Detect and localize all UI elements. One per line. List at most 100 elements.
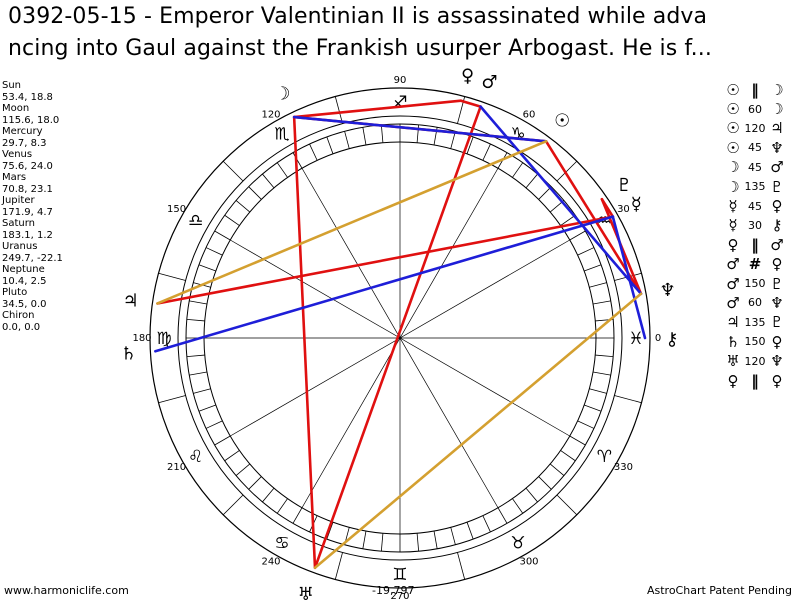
sign-boundary [556,160,578,182]
aspect-planet-1: ♂ [726,293,740,312]
planet-name-pluto: Pluto [2,287,28,298]
planet-neptune-icon: ♆ [659,280,675,301]
aspect-kind: 135 [744,180,766,194]
sign-boundary [334,552,343,580]
aspect-kind: 150 [744,335,766,349]
sign-boundary [556,494,578,516]
planet-mars-icon: ♂ [481,72,497,93]
aspect-planet-1: ♀ [727,371,739,390]
aspect-row: ♅ 120 ♆ [724,351,800,370]
aspect-row: ☉ ‖ ☽ [724,80,800,99]
aspect-planet-1: ☉ [726,138,740,157]
degree-tick [214,230,231,241]
aspect-line [313,292,643,570]
house-spoke [230,239,570,437]
aspect-planet-2: ♀ [771,371,783,390]
aspect-row: ☉ 45 ♆ [724,138,800,157]
planet-pos-jupiter: 171.9, 4.7 [2,206,53,218]
planet-name-uranus: Uranus [2,241,38,252]
aspect-row: ♃ 135 ♇ [724,313,800,332]
aspect-row: ♂ 150 ♇ [724,274,800,293]
planet-name-mercury: Mercury [2,126,43,137]
degree-tick [186,318,205,322]
degree-tick [589,282,607,288]
planet-name-moon: Moon [2,103,30,114]
planet-mercury-icon: ☿ [631,194,642,215]
zodiac-virgo-icon: ♍ [156,329,171,349]
degree-tick [193,388,211,394]
degree-tick [560,450,576,462]
degree-tick [595,354,614,358]
degree-tick [262,487,275,503]
aspect-planet-2: ♀ [771,197,783,216]
planet-pos-venus: 75.6, 24.0 [2,160,53,172]
aspect-planet-1: ☽ [726,177,740,196]
aspect-kind: 45 [748,141,762,155]
degree-label: 300 [519,556,538,567]
aspect-row: ♀ ‖ ♀ [724,371,800,390]
degree-label: 270 [390,591,409,600]
planet-moon-icon: ☽ [274,84,290,105]
degree-tick [380,124,384,143]
degree-tick [362,127,367,146]
aspect-line [611,215,647,340]
planet-sun-icon: ☉ [554,111,570,132]
planet-chiron-icon: ⚷ [665,329,678,350]
aspect-planet-1: ♃ [726,313,740,332]
aspect-row: ☉ 60 ☽ [724,99,800,118]
aspect-planet-1: ☉ [726,119,740,138]
aspect-kind: 60 [748,102,762,116]
degree-tick [538,476,552,490]
degree-tick [577,420,595,429]
degree-tick [577,247,595,256]
aspect-planet-2: ☽ [770,80,784,99]
outer-circle [149,87,651,589]
degree-tick [362,530,367,549]
degree-tick [584,264,602,272]
aspect-planet-2: ♇ [770,274,784,293]
degree-tick [569,435,586,446]
degree-tick [592,300,611,305]
planet-saturn-icon: ♄ [120,344,136,365]
aspect-planet-2: ♇ [770,177,784,196]
aspect-line [459,99,482,108]
degree-tick [512,162,524,178]
aspect-line [156,215,615,305]
zodiac-gemini-icon: ♊ [392,565,407,585]
planet-name-venus: Venus [2,149,33,160]
degree-label: 330 [614,462,633,473]
aspect-line [292,115,317,570]
sign-boundary [457,552,466,580]
degree-tick [248,186,262,200]
aspect-planet-2: ☽ [770,100,784,119]
degree-tick [538,186,552,200]
degree-tick [292,507,303,524]
aspect-kind: 45 [748,199,762,213]
aspect-planet-1: ♂ [726,274,740,293]
aspect-row: ☿ 30 ⚷ [724,216,800,235]
aspect-planet-1: ♄ [726,332,740,351]
aspect-row: ♀ ‖ ♂ [724,235,800,254]
aspect-planet-1: ☉ [726,80,740,99]
aspect-kind: 45 [748,160,762,174]
zodiac-libra-icon: ♎ [188,211,203,231]
chart-title-line-2: ncing into Gaul against the Frankish usu… [8,36,712,61]
planet-name-chiron: Chiron [2,310,35,321]
aspect-row: ♂ # ♀ [724,255,800,274]
aspect-planet-2: ♂ [770,235,784,254]
zodiac-pisces-icon: ♓ [628,329,643,349]
aspect-kind: 120 [744,121,766,135]
aspect-line [154,215,615,353]
aspect-planet-1: ♅ [726,352,740,371]
planet-pos-mars: 70.8, 23.1 [2,183,53,195]
degree-tick [198,404,216,412]
degree-tick [186,354,205,358]
aspect-kind: 135 [744,315,766,329]
planet-venus-icon: ♀ [461,66,474,87]
aspect-planet-2: ⚷ [771,216,783,235]
aspect-kind: ‖ [751,235,759,254]
sign-boundary [222,160,244,182]
planet-position-list: Sun 53.4, 18.8 Moon 115.6, 18.0 Mercury … [2,80,63,333]
degree-tick [198,264,216,272]
degree-label: 240 [261,556,280,567]
